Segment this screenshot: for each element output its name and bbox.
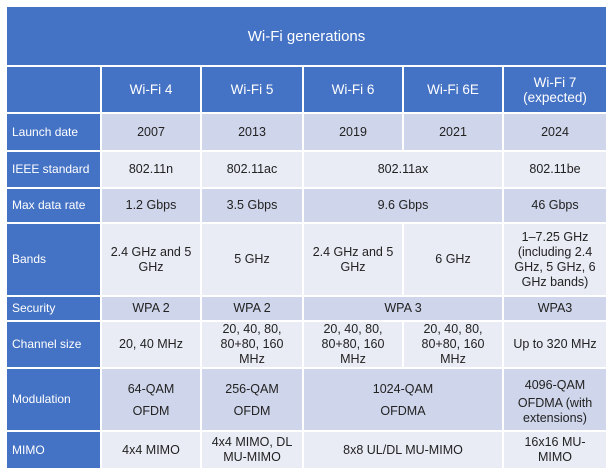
cell: 5 GHz [200, 222, 304, 297]
cell: WPA 2 [200, 295, 304, 322]
cell: 802.11ac [200, 150, 304, 189]
cell: 2024 [501, 112, 609, 152]
column-header: Wi-Fi 5 [200, 65, 304, 114]
cell: 20, 40 MHz [100, 320, 202, 369]
column-header: Wi-Fi 6E [402, 65, 504, 114]
cell: 2019 [302, 112, 404, 152]
row-label: Launch date [5, 112, 102, 152]
row-label: Modulation [5, 367, 102, 432]
table-title: Wi-Fi generations [4, 5, 609, 67]
cell-line: 4096-QAM [524, 377, 586, 392]
cell: 802.11ax [302, 150, 504, 189]
corner [5, 65, 102, 114]
cell: 1.2 Gbps [100, 187, 202, 224]
cell: 2013 [200, 112, 304, 152]
cell: 2021 [402, 112, 504, 152]
cell: 9.6 Gbps [302, 187, 504, 224]
cell-line: OFDMA (with extensions) [517, 395, 593, 425]
row-label: Max data rate [5, 187, 102, 224]
cell-line: 256-QAM [225, 381, 279, 396]
cell-line: OFDMA [380, 403, 426, 418]
cell: 3.5 Gbps [200, 187, 304, 224]
cell: 1024-QAM OFDMA [302, 367, 504, 432]
cell: 4x4 MIMO [100, 430, 202, 470]
column-header: Wi-Fi 7 (expected) [501, 65, 609, 114]
column-header: Wi-Fi 6 [302, 65, 404, 114]
row-label: Channel size [5, 320, 102, 369]
cell-line: OFDM [132, 403, 170, 418]
row-label: Security [5, 295, 102, 322]
cell: Up to 320 MHz [501, 320, 609, 369]
cell: 1–7.25 GHz (including 2.4 GHz, 5 GHz, 6 … [501, 222, 609, 297]
row-label: MIMO [5, 430, 102, 470]
row-label: Bands [5, 222, 102, 297]
cell: 256-QAM OFDM [200, 367, 304, 432]
cell: 802.11be [501, 150, 609, 189]
cell: 802.11n [100, 150, 202, 189]
cell: 4096-QAM OFDMA (with extensions) [501, 367, 609, 432]
cell-line: 1024-QAM [372, 381, 434, 396]
wifi-table: Wi-Fi generations Wi-Fi 4 Wi-Fi 5 Wi-Fi … [4, 5, 609, 470]
column-header: Wi-Fi 4 [100, 65, 202, 114]
cell: 16x16 MU-MIMO [501, 430, 609, 470]
cell: 2007 [100, 112, 202, 152]
header-line: Wi-Fi 7 [533, 74, 577, 90]
cell: 64-QAM OFDM [100, 367, 202, 432]
cell: 20, 40, 80, 80+80, 160 MHz [200, 320, 304, 369]
cell: 2.4 GHz and 5 GHz [302, 222, 404, 297]
cell: 2.4 GHz and 5 GHz [100, 222, 202, 297]
header-line: (expected) [523, 89, 587, 105]
cell: WPA 3 [302, 295, 504, 322]
cell: 20, 40, 80, 80+80, 160 MHz [302, 320, 404, 369]
cell: 4x4 MIMO, DL MU-MIMO [200, 430, 304, 470]
cell: 6 GHz [402, 222, 504, 297]
row-label: IEEE standard [5, 150, 102, 189]
cell: 8x8 UL/DL MU-MIMO [302, 430, 504, 470]
cell-line: 64-QAM [127, 381, 175, 396]
cell-line: OFDM [233, 403, 271, 418]
cell: WPA 2 [100, 295, 202, 322]
cell: 20, 40, 80, 80+80, 160 MHz [402, 320, 504, 369]
cell: WPA3 [501, 295, 609, 322]
cell: 46 Gbps [501, 187, 609, 224]
